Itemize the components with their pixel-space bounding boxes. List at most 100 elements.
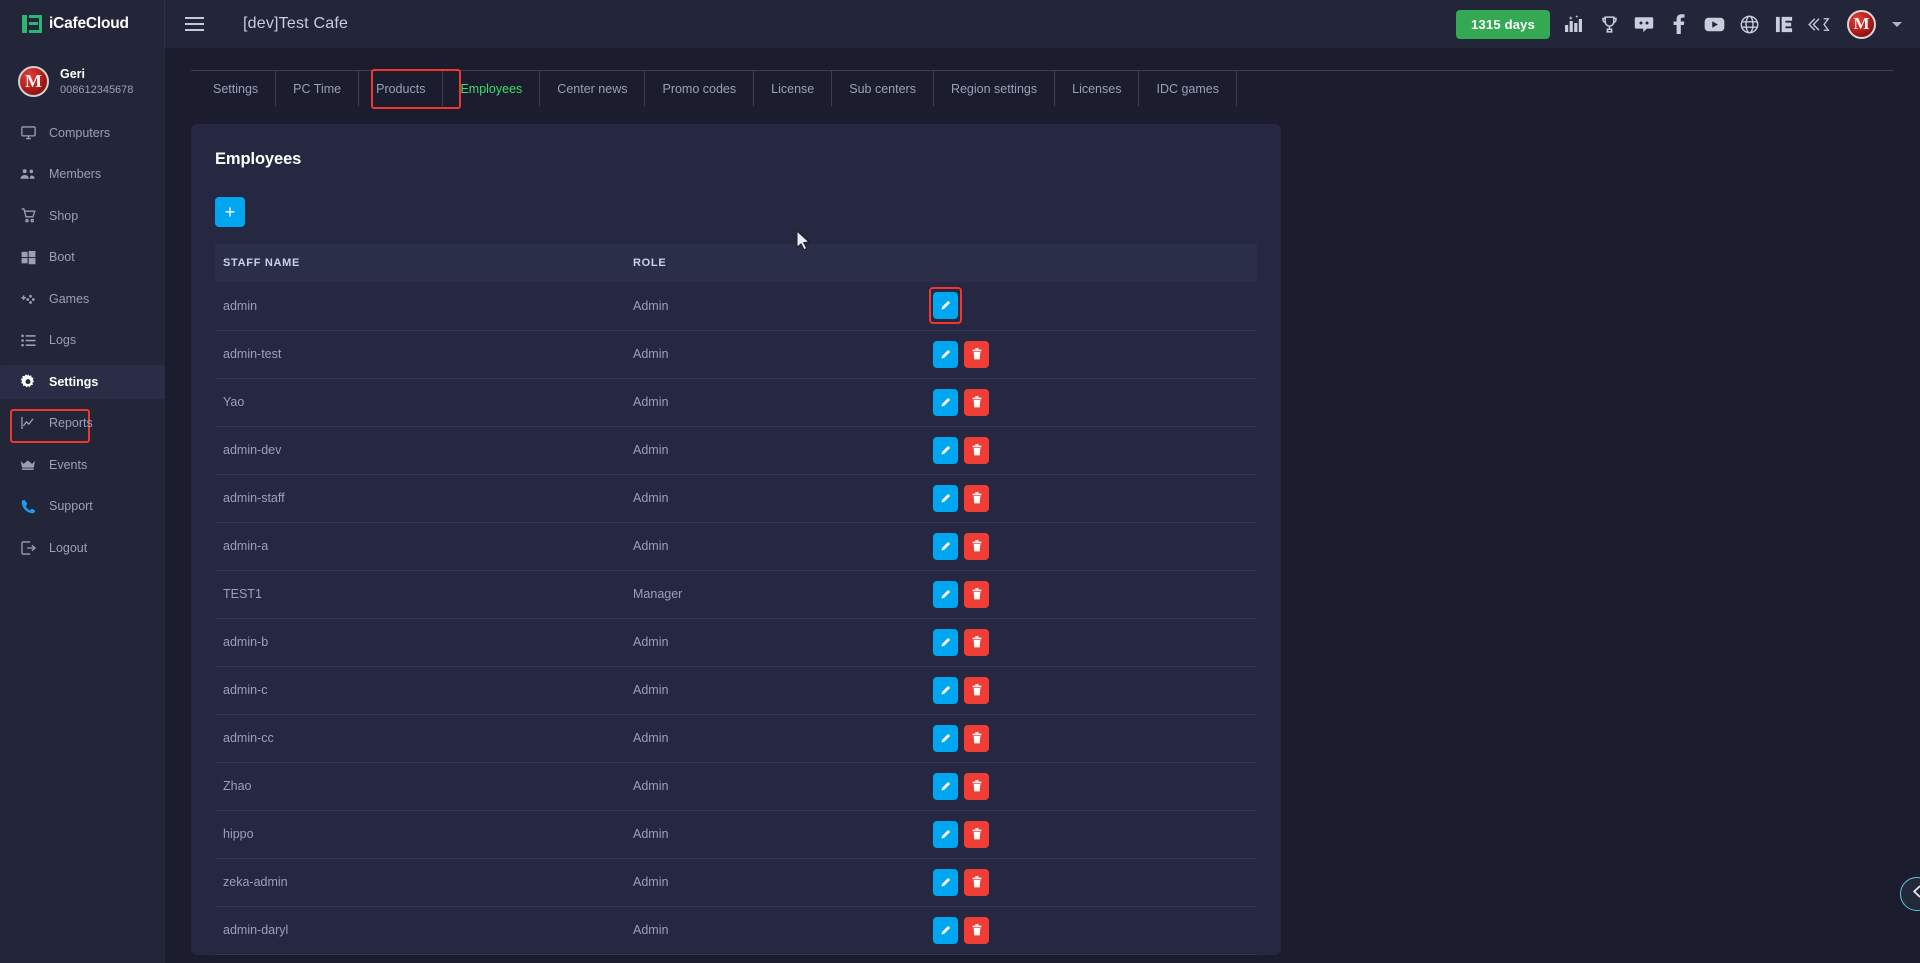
cell-staff-name: admin-a bbox=[215, 522, 625, 571]
header-actions: 1315 days bbox=[1456, 9, 1920, 39]
sidebar-item-label: Logout bbox=[49, 540, 88, 555]
sidebar-item-games[interactable]: Games bbox=[0, 282, 165, 316]
edit-employee-button[interactable] bbox=[933, 484, 958, 512]
tab-products[interactable]: Products bbox=[359, 71, 444, 106]
delete-employee-button[interactable] bbox=[964, 532, 989, 560]
add-employee-button[interactable]: + bbox=[215, 197, 245, 227]
sidebar-item-label: Games bbox=[49, 291, 90, 306]
delete-employee-button[interactable] bbox=[964, 724, 989, 752]
discord-icon[interactable] bbox=[1633, 13, 1655, 35]
edit-employee-button[interactable] bbox=[933, 292, 958, 320]
delete-employee-button[interactable] bbox=[964, 388, 989, 416]
delete-employee-button[interactable] bbox=[964, 868, 989, 896]
delete-employee-button[interactable] bbox=[964, 484, 989, 512]
tab-promo-codes[interactable]: Promo codes bbox=[645, 71, 755, 106]
delete-employee-button[interactable] bbox=[964, 628, 989, 656]
sidebar-item-boot[interactable]: Boot bbox=[0, 240, 165, 274]
edit-employee-button[interactable] bbox=[933, 772, 958, 800]
globe-icon[interactable] bbox=[1738, 13, 1760, 35]
avatar[interactable]: M bbox=[1847, 9, 1876, 39]
icafecloud-logo-icon bbox=[22, 14, 42, 34]
tab-license[interactable]: License bbox=[754, 71, 833, 106]
sidebar-item-logout[interactable]: Logout bbox=[0, 531, 165, 565]
tab-pc-time[interactable]: PC Time bbox=[276, 71, 360, 106]
page-title: [dev]Test Cafe bbox=[243, 15, 349, 32]
sidebar-item-logs[interactable]: Logs bbox=[0, 323, 165, 357]
edit-employee-button[interactable] bbox=[933, 916, 958, 944]
table-row: admin-staff Admin bbox=[215, 474, 1257, 523]
row-action-buttons bbox=[933, 724, 1257, 752]
tab-licenses[interactable]: Licenses bbox=[1055, 71, 1140, 106]
tab-settings[interactable]: Settings bbox=[191, 71, 277, 106]
icafe-logo-icon[interactable] bbox=[1773, 13, 1795, 35]
trophy-icon[interactable] bbox=[1598, 13, 1620, 35]
row-action-buttons bbox=[933, 532, 1257, 560]
days-remaining-badge[interactable]: 1315 days bbox=[1456, 9, 1550, 39]
edit-employee-button[interactable] bbox=[933, 388, 958, 416]
delete-employee-button[interactable] bbox=[964, 772, 989, 800]
table-header-row: STAFF NAME ROLE bbox=[215, 244, 1257, 282]
edit-employee-button[interactable] bbox=[933, 436, 958, 464]
hamburger-icon[interactable] bbox=[177, 0, 211, 48]
chart-line-icon bbox=[20, 415, 36, 431]
tab-employees[interactable]: Employees bbox=[443, 71, 541, 106]
delete-employee-button[interactable] bbox=[964, 820, 989, 848]
delete-employee-button[interactable] bbox=[964, 916, 989, 944]
sidebar-item-support[interactable]: Support bbox=[0, 489, 165, 523]
sidebar-item-reports[interactable]: Reports bbox=[0, 406, 165, 440]
top-bar: iCafeCloud [dev]Test Cafe 1315 days bbox=[0, 0, 1920, 48]
row-action-buttons bbox=[933, 484, 1257, 512]
panel-collapse-toggle[interactable] bbox=[1900, 877, 1920, 911]
sidebar-item-members[interactable]: Members bbox=[0, 157, 165, 191]
edit-employee-button[interactable] bbox=[933, 532, 958, 560]
sidebar-user-name: Geri bbox=[60, 67, 86, 81]
facebook-icon[interactable] bbox=[1668, 13, 1690, 35]
edit-employee-button[interactable] bbox=[933, 724, 958, 752]
row-action-buttons bbox=[933, 676, 1257, 704]
row-action-buttons bbox=[933, 820, 1257, 848]
youtube-icon[interactable] bbox=[1703, 13, 1725, 35]
sidebar-user-block[interactable]: M Geri 008612345678 bbox=[0, 62, 165, 102]
table-row: admin-daryl Admin bbox=[215, 906, 1257, 955]
stats-icon[interactable] bbox=[1563, 13, 1585, 35]
sidebar-item-settings[interactable]: Settings bbox=[0, 364, 165, 399]
phone-icon bbox=[20, 498, 36, 514]
edit-employee-button[interactable] bbox=[933, 340, 958, 368]
tab-center-news[interactable]: Center news bbox=[540, 71, 646, 106]
cell-actions bbox=[925, 618, 1257, 667]
sidebar-item-events[interactable]: Events bbox=[0, 448, 165, 482]
sidebar-item-label: Logs bbox=[49, 333, 77, 348]
edit-employee-button[interactable] bbox=[933, 820, 958, 848]
delete-employee-button[interactable] bbox=[964, 676, 989, 704]
row-action-buttons bbox=[933, 436, 1257, 464]
tab-region-settings[interactable]: Region settings bbox=[934, 71, 1056, 106]
cart-icon bbox=[20, 208, 36, 224]
tab-idc-games[interactable]: IDC games bbox=[1139, 71, 1237, 106]
sidebar-item-shop[interactable]: Shop bbox=[0, 199, 165, 233]
cell-role: Admin bbox=[625, 858, 925, 907]
delete-employee-button[interactable] bbox=[964, 436, 989, 464]
delete-employee-button[interactable] bbox=[964, 340, 989, 368]
esports-icon[interactable] bbox=[1808, 13, 1830, 35]
cell-actions bbox=[925, 378, 1257, 427]
tab-sub-centers[interactable]: Sub centers bbox=[832, 71, 934, 106]
cell-staff-name: TEST1 bbox=[215, 570, 625, 619]
edit-employee-button[interactable] bbox=[933, 580, 958, 608]
column-header-actions bbox=[925, 244, 1257, 282]
brand-area: iCafeCloud bbox=[0, 0, 165, 48]
sidebar-item-label: Members bbox=[49, 167, 102, 182]
main-content: Settings PC Time Products Employees Cent… bbox=[165, 48, 1920, 963]
table-row: admin-b Admin bbox=[215, 618, 1257, 667]
sidebar-avatar: M bbox=[18, 66, 49, 98]
edit-employee-button[interactable] bbox=[933, 868, 958, 896]
sidebar-item-computers[interactable]: Computers bbox=[0, 116, 165, 150]
employees-table: STAFF NAME ROLE admin Admin admin-test Admi… bbox=[215, 244, 1257, 955]
edit-employee-button[interactable] bbox=[933, 628, 958, 656]
cell-actions bbox=[925, 810, 1257, 859]
edit-employee-button[interactable] bbox=[933, 676, 958, 704]
delete-employee-button[interactable] bbox=[964, 580, 989, 608]
chevron-down-icon[interactable] bbox=[1892, 21, 1902, 27]
cell-staff-name: hippo bbox=[215, 810, 625, 859]
cell-staff-name: zeka-admin bbox=[215, 858, 625, 907]
cell-role: Admin bbox=[625, 666, 925, 715]
